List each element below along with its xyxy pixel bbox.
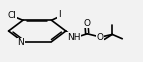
Text: NH: NH (67, 33, 80, 42)
Text: N: N (17, 39, 24, 47)
Text: O: O (83, 19, 90, 28)
Text: Cl: Cl (8, 11, 17, 20)
Text: I: I (58, 10, 61, 19)
Text: O: O (97, 33, 104, 42)
